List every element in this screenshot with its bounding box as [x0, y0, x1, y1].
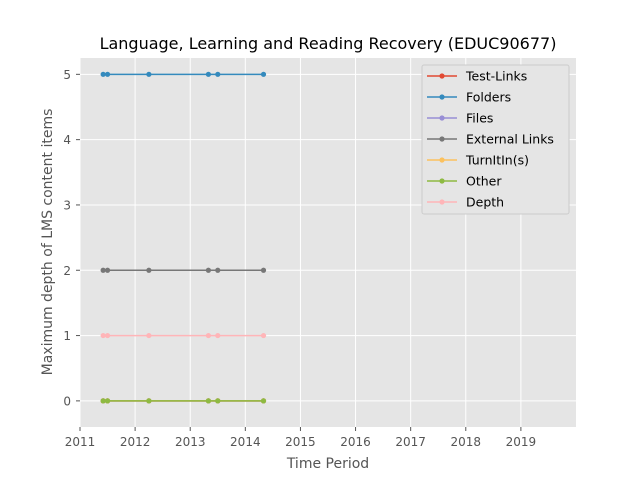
series-other [100, 398, 267, 404]
series-folders [100, 71, 267, 77]
legend-label: TurnItIn(s) [465, 153, 529, 168]
legend-swatch-marker [439, 157, 445, 163]
data-point [260, 398, 267, 404]
data-point [205, 332, 212, 339]
data-point [215, 332, 221, 339]
x-tick-label: 2019 [506, 435, 537, 449]
legend-item: Depth [427, 195, 504, 210]
data-point [205, 398, 212, 404]
y-axis-label: Maximum depth of LMS content items [40, 109, 56, 376]
chart-title: Language, Learning and Reading Recovery … [100, 34, 557, 53]
x-tick-label: 2012 [120, 435, 151, 449]
data-point [205, 267, 212, 273]
legend-swatch-marker [439, 115, 445, 121]
y-tick-label: 4 [63, 133, 71, 147]
legend-label: External Links [466, 132, 554, 147]
y-tick-label: 5 [63, 68, 71, 82]
data-point [146, 71, 152, 77]
legend-swatch-marker [439, 178, 445, 184]
legend-label: Depth [466, 195, 504, 210]
data-point [215, 398, 221, 404]
series-external-links [100, 267, 267, 273]
x-tick-label: 2017 [395, 435, 426, 449]
series-depth [100, 332, 267, 339]
grid-lines [79, 58, 576, 427]
x-tick-label: 2015 [285, 435, 316, 449]
data-point [146, 398, 152, 404]
data-point [100, 267, 106, 273]
legend-swatch-marker [439, 94, 445, 100]
data-point [260, 71, 267, 77]
data-point [146, 267, 152, 273]
data-point [215, 267, 221, 273]
legend-swatch-marker [439, 136, 445, 142]
y-tick-label: 0 [63, 394, 71, 408]
data-point [146, 332, 152, 339]
y-tick-label: 2 [63, 264, 71, 278]
data-point [104, 71, 111, 77]
data-point [100, 71, 106, 77]
legend: Test-Links Folders Files External Links Turn… [421, 64, 570, 215]
legend-label: Files [466, 111, 493, 126]
legend-item: Test-Links [427, 69, 527, 84]
legend-item: TurnItIn(s) [427, 153, 529, 168]
legend-swatch-marker [439, 199, 445, 205]
data-point [104, 398, 111, 404]
y-tick-label: 3 [63, 198, 71, 212]
x-axis-label: Time Period [286, 456, 369, 472]
legend-box [421, 64, 570, 215]
legend-label: Test-Links [465, 69, 527, 84]
x-tick-label: 2013 [175, 435, 206, 449]
legend-item: External Links [427, 132, 554, 147]
legend-item: Folders [427, 90, 511, 105]
axes: 2011 2012 2013 2014 2015 2016 2017 2018 2019 0 1 2 3… [63, 68, 536, 449]
data-point [104, 267, 111, 273]
data-point [205, 71, 212, 77]
x-tick-label: 2014 [230, 435, 261, 449]
legend-item: Files [427, 111, 493, 126]
legend-swatch-marker [439, 73, 445, 79]
data-point [215, 71, 221, 77]
y-tick-label: 1 [63, 329, 71, 343]
legend-label: Other [466, 174, 502, 189]
legend-item: Other [427, 174, 502, 189]
data-point [260, 267, 267, 273]
data-point [100, 398, 106, 404]
data-point [100, 332, 106, 339]
data-point [104, 332, 111, 339]
x-tick-label: 2011 [65, 435, 96, 449]
x-tick-label: 2018 [451, 435, 482, 449]
series-layer [100, 71, 267, 404]
data-point [260, 332, 267, 339]
legend-label: Folders [466, 90, 511, 105]
x-tick-label: 2016 [340, 435, 371, 449]
